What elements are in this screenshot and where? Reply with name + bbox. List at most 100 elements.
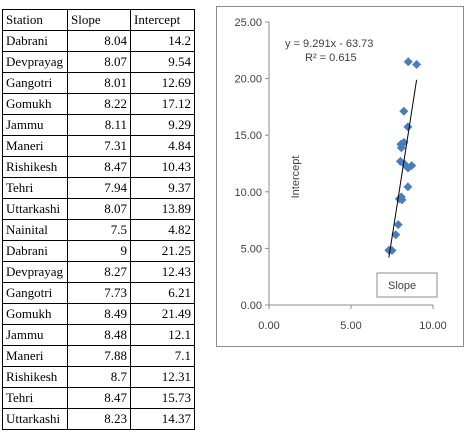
y-tick-label: 0.00: [241, 300, 262, 312]
station-cell[interactable]: Gomukh: [2, 303, 68, 325]
slope-cell[interactable]: 8.27: [67, 261, 131, 283]
legend-box: [376, 272, 438, 298]
y-tick-label: 20.00: [234, 74, 262, 86]
station-cell[interactable]: Nainital: [2, 219, 68, 241]
slope-cell[interactable]: 8.23: [67, 408, 131, 430]
station-cell[interactable]: Dabrani: [2, 240, 68, 262]
data-point[interactable]: [391, 230, 401, 240]
intercept-cell[interactable]: 9.37: [130, 177, 195, 199]
slope-cell[interactable]: 9: [67, 240, 131, 262]
table-row: Gomukh 8.22 17.12: [2, 93, 195, 115]
header-slope[interactable]: Slope: [67, 9, 131, 31]
intercept-cell[interactable]: 4.84: [130, 135, 195, 157]
data-point[interactable]: [395, 156, 405, 166]
y-tick-label: 15.00: [234, 130, 262, 142]
header-station[interactable]: Station: [2, 9, 68, 31]
station-cell[interactable]: Jammu: [2, 114, 68, 136]
intercept-cell[interactable]: 12.43: [130, 261, 195, 283]
x-tick-label: 0.00: [258, 320, 279, 332]
table-row: Gomukh 8.49 21.49: [2, 303, 195, 325]
station-cell[interactable]: Tehri: [2, 177, 68, 199]
header-intercept[interactable]: Intercept: [130, 9, 195, 31]
intercept-cell[interactable]: 17.12: [130, 93, 195, 115]
table-row: Tehri 8.47 15.73: [2, 387, 195, 409]
slope-cell[interactable]: 8.01: [67, 72, 131, 94]
intercept-cell[interactable]: 12.31: [130, 366, 195, 388]
data-point[interactable]: [394, 194, 404, 204]
station-cell[interactable]: Maneri: [2, 135, 68, 157]
intercept-cell[interactable]: 6.21: [130, 282, 195, 304]
table-row: Uttarkashi 8.23 14.37: [2, 408, 195, 430]
intercept-cell[interactable]: 14.2: [130, 30, 195, 52]
x-tick-label: 10.00: [419, 320, 447, 332]
chart-axes: 0.00 5.00 10.00 15.00 20.00 25.00 0.00 5.00 10.0…: [234, 17, 446, 332]
intercept-cell[interactable]: 10.43: [130, 156, 195, 178]
y-tick-label: 5.00: [241, 243, 262, 255]
slope-cell[interactable]: 8.04: [67, 30, 131, 52]
station-cell[interactable]: Gangotri: [2, 282, 68, 304]
intercept-cell[interactable]: 9.29: [130, 114, 195, 136]
slope-cell[interactable]: 8.07: [67, 198, 131, 220]
slope-cell[interactable]: 8.47: [67, 387, 131, 409]
intercept-cell[interactable]: 15.73: [130, 387, 195, 409]
trendline-r-squared: R² = 0.615: [305, 52, 357, 64]
slope-cell[interactable]: 7.5: [67, 219, 131, 241]
intercept-cell[interactable]: 21.49: [130, 303, 195, 325]
station-cell[interactable]: Devprayag: [2, 261, 68, 283]
station-cell[interactable]: Rishikesh: [2, 156, 68, 178]
station-cell[interactable]: Gomukh: [2, 93, 68, 115]
data-point[interactable]: [393, 220, 403, 230]
intercept-cell[interactable]: 14.37: [130, 408, 195, 430]
station-cell[interactable]: Maneri: [2, 345, 68, 367]
y-tick-label: 25.00: [234, 17, 262, 29]
scatter-plot-svg: 0.00 5.00 10.00 15.00 20.00 25.00 0.00 5.00 10.0…: [234, 17, 446, 332]
slope-cell[interactable]: 8.47: [67, 156, 131, 178]
slope-cell[interactable]: 8.11: [67, 114, 131, 136]
scatter-chart[interactable]: 0.00 5.00 10.00 15.00 20.00 25.00 0.00 5.00 10.0…: [216, 6, 464, 347]
table-row: Devprayag 8.27 12.43: [2, 261, 195, 283]
station-data-table: Station Slope Intercept Dabrani 8.04 14.2 D…: [2, 9, 195, 430]
station-cell[interactable]: Devprayag: [2, 51, 68, 73]
trendline: [388, 79, 418, 258]
station-cell[interactable]: Tehri: [2, 387, 68, 409]
data-point[interactable]: [403, 182, 413, 192]
intercept-cell[interactable]: 13.89: [130, 198, 195, 220]
intercept-cell[interactable]: 21.25: [130, 240, 195, 262]
slope-cell[interactable]: 7.31: [67, 135, 131, 157]
intercept-cell[interactable]: 12.1: [130, 324, 195, 346]
trendline-equation: y = 9.291x - 63.73: [285, 38, 373, 50]
intercept-cell[interactable]: 4.82: [130, 219, 195, 241]
station-cell[interactable]: Rishikesh: [2, 366, 68, 388]
data-point[interactable]: [412, 59, 422, 69]
data-point[interactable]: [403, 122, 413, 132]
station-cell[interactable]: Dabrani: [2, 30, 68, 52]
station-cell[interactable]: Gangotri: [2, 72, 68, 94]
table-row: Devprayag 8.07 9.54: [2, 51, 195, 73]
legend[interactable]: Slope: [376, 272, 438, 298]
table-row: Dabrani 8.04 14.2: [2, 30, 195, 52]
table-row: Uttarkashi 8.07 13.89: [2, 198, 195, 220]
slope-cell[interactable]: 8.07: [67, 51, 131, 73]
station-cell[interactable]: Jammu: [2, 324, 68, 346]
station-cell[interactable]: Uttarkashi: [2, 198, 68, 220]
slope-cell[interactable]: 8.48: [67, 324, 131, 346]
intercept-cell[interactable]: 12.69: [130, 72, 195, 94]
data-point[interactable]: [403, 163, 413, 173]
slope-cell[interactable]: 7.73: [67, 282, 131, 304]
table-header-row: Station Slope Intercept: [2, 9, 195, 31]
slope-cell[interactable]: 8.7: [67, 366, 131, 388]
data-point[interactable]: [399, 106, 409, 116]
intercept-cell[interactable]: 7.1: [130, 345, 195, 367]
table-row: Maneri 7.31 4.84: [2, 135, 195, 157]
slope-cell[interactable]: 8.22: [67, 93, 131, 115]
data-point[interactable]: [396, 143, 406, 153]
slope-cell[interactable]: 7.88: [67, 345, 131, 367]
station-cell[interactable]: Uttarkashi: [2, 408, 68, 430]
slope-cell[interactable]: 8.49: [67, 303, 131, 325]
data-point[interactable]: [403, 57, 413, 67]
table-body: Dabrani 8.04 14.2 Devprayag 8.07 9.54 Gangotri…: [2, 30, 195, 430]
slope-cell[interactable]: 7.94: [67, 177, 131, 199]
intercept-cell[interactable]: 9.54: [130, 51, 195, 73]
x-tick-label: 5.00: [340, 320, 361, 332]
data-point[interactable]: [407, 161, 417, 171]
